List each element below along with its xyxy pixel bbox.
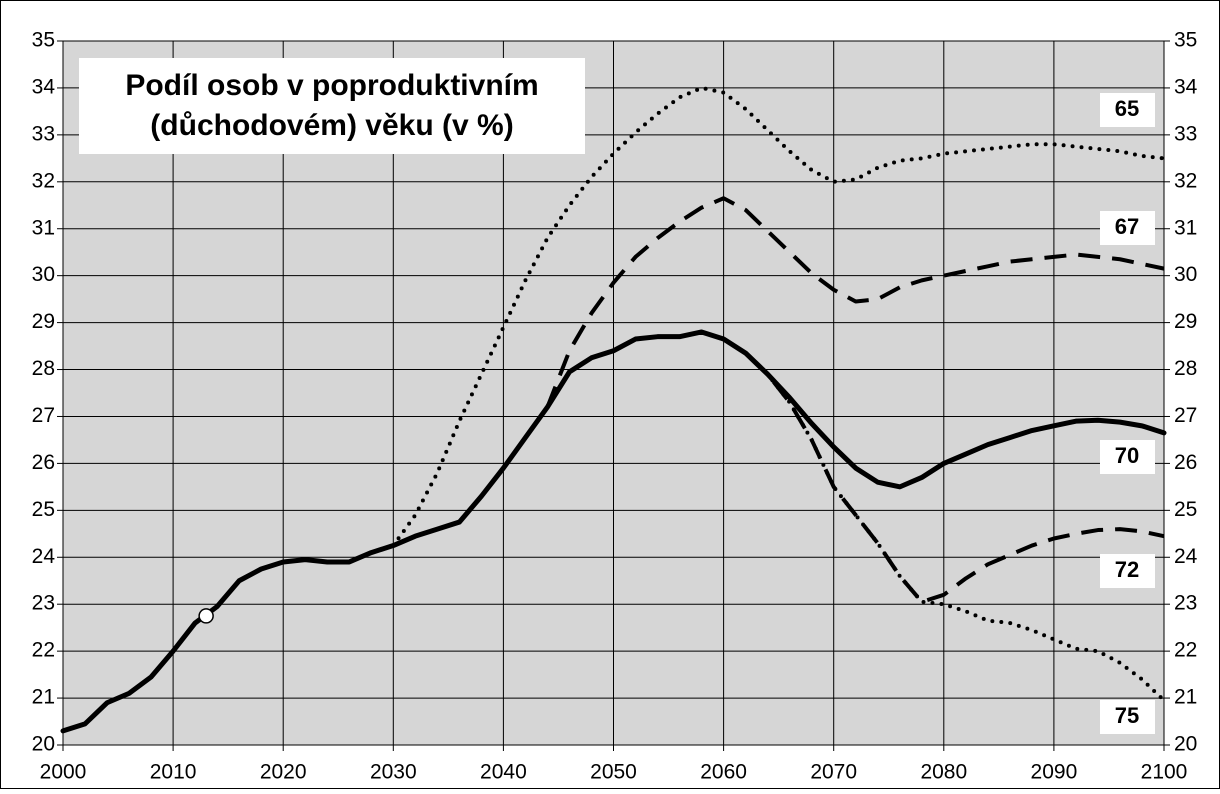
y2-tick-label: 26: [1174, 451, 1197, 474]
chart-title: (důchodovém) věku (v %): [150, 109, 513, 142]
y2-tick-label: 33: [1174, 122, 1197, 145]
series-label: 65: [1115, 96, 1139, 121]
x-tick-label: 2080: [920, 761, 967, 784]
y-tick-label: 24: [32, 545, 56, 568]
y2-tick-label: 27: [1174, 404, 1197, 427]
y-tick-label: 23: [32, 592, 55, 615]
y-tick-label: 33: [32, 122, 55, 145]
point-marker: [198, 608, 214, 624]
y2-tick-label: 21: [1174, 686, 1197, 709]
x-tick-label: 2050: [590, 761, 637, 784]
y2-tick-label: 22: [1174, 639, 1197, 662]
x-tick-label: 2040: [480, 761, 527, 784]
x-tick-label: 2010: [150, 761, 197, 784]
chart-title: Podíl osob v poproduktivním: [125, 69, 538, 102]
y2-tick-label: 29: [1174, 310, 1197, 333]
x-tick-label: 2100: [1141, 761, 1188, 784]
series-line: [545, 196, 1165, 408]
y2-tick-label: 24: [1174, 545, 1198, 568]
title-box: [79, 58, 585, 154]
y-tick-label: 20: [32, 733, 55, 756]
x-tick-label: 2000: [40, 761, 87, 784]
y2-tick-label: 30: [1174, 263, 1197, 286]
y2-tick-label: 35: [1174, 29, 1197, 52]
y-tick-label: 31: [32, 216, 55, 239]
y-tick-label: 27: [32, 404, 55, 427]
plot-border: [62, 40, 1165, 746]
series-line: [391, 85, 1166, 548]
x-tick-label: 2090: [1031, 761, 1078, 784]
series-label: 72: [1115, 557, 1139, 582]
y-tick-label: 34: [32, 75, 56, 98]
y-tick-label: 32: [32, 169, 55, 192]
series-label: 75: [1115, 703, 1139, 728]
series-label-box: [1100, 440, 1155, 474]
y-tick-label: 35: [32, 29, 55, 52]
series-label: 67: [1115, 214, 1139, 239]
series-label: 70: [1115, 443, 1139, 468]
y2-tick-label: 31: [1174, 216, 1197, 239]
y-tick-label: 21: [32, 686, 55, 709]
y-tick-label: 22: [32, 639, 55, 662]
y2-tick-label: 28: [1174, 357, 1197, 380]
series-line: [545, 329, 1166, 703]
y2-tick-label: 23: [1174, 592, 1197, 615]
y2-tick-label: 25: [1174, 498, 1197, 521]
series-label-box: [1100, 93, 1155, 127]
series-label-box: [1100, 700, 1155, 734]
y2-tick-label: 34: [1174, 75, 1198, 98]
x-tick-label: 2060: [700, 761, 747, 784]
x-tick-label: 2020: [260, 761, 307, 784]
y-tick-label: 30: [32, 263, 55, 286]
series-label-box: [1100, 554, 1155, 588]
y2-tick-label: 20: [1174, 733, 1197, 756]
series-label-box: [1100, 211, 1155, 245]
y-tick-label: 29: [32, 310, 55, 333]
y-tick-label: 25: [32, 498, 55, 521]
x-tick-label: 2030: [370, 761, 417, 784]
x-tick-label: 2070: [810, 761, 857, 784]
y-tick-label: 28: [32, 357, 55, 380]
y-tick-label: 26: [32, 451, 55, 474]
y2-tick-label: 32: [1174, 169, 1197, 192]
series-line: [545, 329, 1165, 604]
